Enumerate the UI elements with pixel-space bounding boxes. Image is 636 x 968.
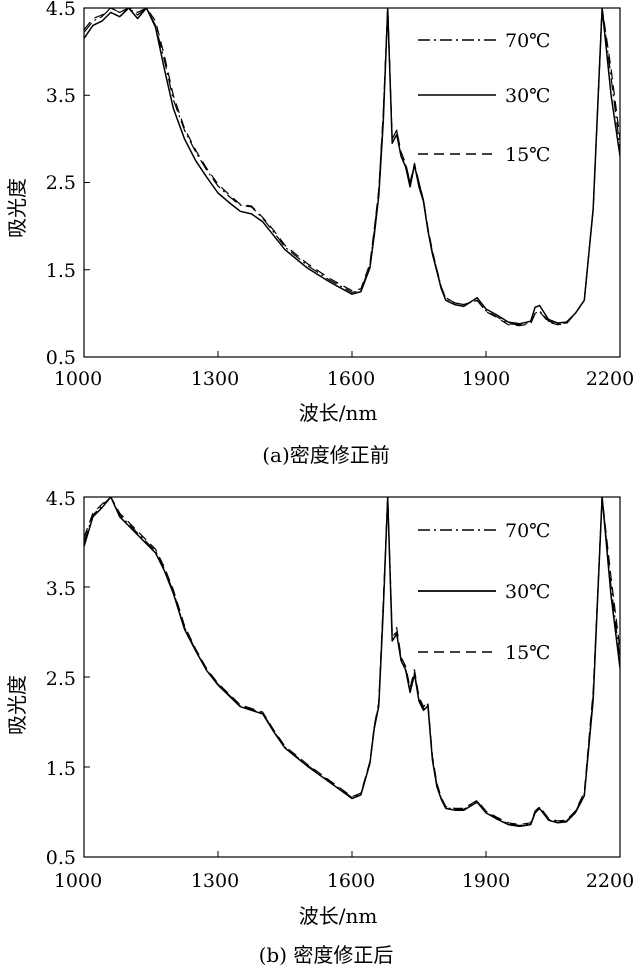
- series-line-dashed: [84, 497, 620, 826]
- y-tick-label: 2.5: [46, 172, 76, 194]
- x-tick-label: 1900: [462, 870, 510, 892]
- tick-marks: [83, 7, 621, 358]
- y-tick-label: 4.5: [46, 0, 76, 20]
- legend-item-70: 70℃: [418, 30, 550, 52]
- x-tick-label: 1900: [462, 368, 510, 390]
- y-tick-label: 4.5: [46, 488, 76, 510]
- legend-item-15: 15℃: [418, 642, 550, 664]
- y-tick-labels: 0.5 1.5 2.5 3.5 4.5: [46, 0, 76, 369]
- legend-item-30: 30℃: [418, 581, 550, 603]
- y-tick-label: 0.5: [46, 347, 76, 369]
- x-tick-label: 1600: [327, 870, 375, 892]
- x-tick-label: 1300: [191, 870, 239, 892]
- y-axis-title: 吸光度: [5, 675, 29, 735]
- x-tick-label: 1000: [54, 368, 102, 390]
- series-layer: [84, 8, 620, 327]
- legend-label-70: 70℃: [505, 520, 550, 542]
- y-tick-labels: 0.5 1.5 2.5 3.5 4.5: [46, 488, 76, 869]
- tick-marks: [83, 496, 621, 858]
- plot-frame: [83, 496, 621, 858]
- x-tick-label: 2200: [586, 870, 634, 892]
- y-axis-title: 吸光度: [5, 178, 29, 238]
- legend-item-15: 15℃: [418, 144, 550, 166]
- caption-b: (b) 密度修正后: [259, 943, 394, 967]
- caption-a: (a)密度修正前: [262, 443, 390, 467]
- legend-label-70: 70℃: [505, 30, 550, 52]
- legend: 70℃ 30℃ 15℃: [418, 520, 550, 664]
- legend-item-30: 30℃: [418, 85, 550, 107]
- x-tick-labels: 1000 1300 1600 1900 2200: [54, 368, 634, 390]
- y-tick-label: 1.5: [46, 260, 76, 282]
- legend: 70℃ 30℃ 15℃: [418, 30, 550, 166]
- legend-label-30: 30℃: [505, 581, 550, 603]
- series-line-dashdot: [84, 8, 620, 326]
- series-line-solid: [84, 497, 620, 828]
- y-tick-label: 2.5: [46, 668, 76, 690]
- series-line-solid: [84, 8, 620, 325]
- y-tick-label: 3.5: [46, 578, 76, 600]
- y-tick-label: 0.5: [46, 847, 76, 869]
- legend-label-30: 30℃: [505, 85, 550, 107]
- x-tick-label: 1300: [191, 368, 239, 390]
- x-tick-labels: 1000 1300 1600 1900 2200: [54, 870, 634, 892]
- y-tick-label: 1.5: [46, 758, 76, 780]
- panel-a: 70℃ 30℃ 15℃ 0.5 1.5 2.5 3.5 4.5 1000 130…: [5, 0, 634, 467]
- x-axis-title: 波长/nm: [299, 904, 378, 928]
- legend-label-15: 15℃: [505, 642, 550, 664]
- series-line-dashed: [84, 8, 620, 327]
- x-tick-label: 1000: [54, 870, 102, 892]
- legend-label-15: 15℃: [505, 144, 550, 166]
- y-tick-label: 3.5: [46, 85, 76, 107]
- panel-b: 70℃ 30℃ 15℃ 0.5 1.5 2.5 3.5 4.5 1000 130…: [5, 488, 634, 967]
- x-axis-title: 波长/nm: [299, 401, 378, 425]
- x-tick-label: 2200: [586, 368, 634, 390]
- legend-item-70: 70℃: [418, 520, 550, 542]
- x-tick-label: 1600: [327, 368, 375, 390]
- series-layer: [84, 497, 620, 828]
